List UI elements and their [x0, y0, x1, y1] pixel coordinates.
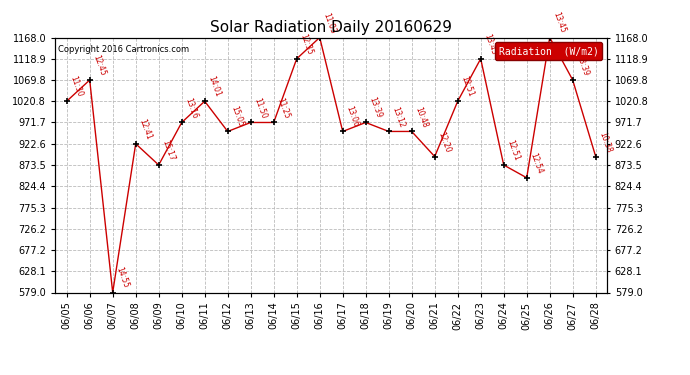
Text: 11:03: 11:03 — [321, 11, 337, 35]
Text: Copyright 2016 Cartronics.com: Copyright 2016 Cartronics.com — [58, 45, 189, 54]
Text: 13:45: 13:45 — [551, 11, 567, 35]
Text: 10:48: 10:48 — [413, 105, 429, 129]
Text: 11:30: 11:30 — [68, 75, 84, 99]
Title: Solar Radiation Daily 20160629: Solar Radiation Daily 20160629 — [210, 20, 452, 35]
Text: 12:51: 12:51 — [459, 75, 475, 99]
Text: 12:20: 12:20 — [436, 130, 452, 154]
Text: 15:05: 15:05 — [229, 105, 245, 129]
Text: 12:41: 12:41 — [137, 118, 153, 141]
Text: 12:51: 12:51 — [505, 139, 521, 162]
Text: 14:01: 14:01 — [206, 75, 222, 99]
Text: 11:50: 11:50 — [252, 96, 268, 120]
Text: 12:45: 12:45 — [91, 54, 107, 77]
Text: 12:54: 12:54 — [528, 152, 544, 175]
Text: 13:16: 13:16 — [183, 96, 199, 120]
Text: 12:35: 12:35 — [298, 33, 314, 56]
Text: 14:55: 14:55 — [114, 266, 130, 290]
Legend: Radiation  (W/m2): Radiation (W/m2) — [495, 42, 602, 60]
Text: 13:12: 13:12 — [390, 105, 406, 129]
Text: 13:39: 13:39 — [574, 54, 590, 77]
Text: 10:38: 10:38 — [597, 130, 613, 154]
Text: 13:39: 13:39 — [367, 96, 383, 120]
Text: 11:25: 11:25 — [275, 96, 291, 120]
Text: 13:45: 13:45 — [482, 32, 498, 56]
Text: 15:17: 15:17 — [160, 139, 176, 162]
Text: 13:06: 13:06 — [344, 105, 360, 129]
